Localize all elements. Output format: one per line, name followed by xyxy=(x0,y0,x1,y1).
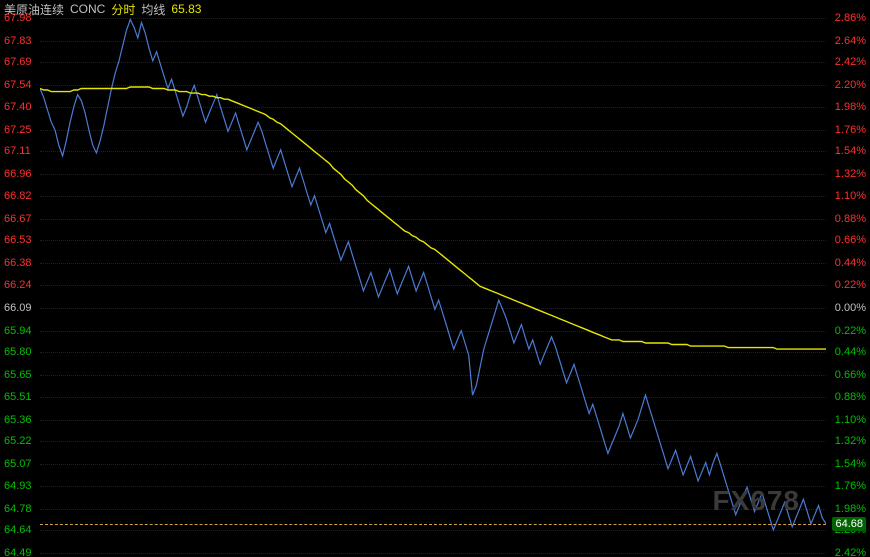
y-tick-pct: 2.64% xyxy=(835,35,866,47)
ma-value: 65.83 xyxy=(171,2,201,16)
y-tick-price: 67.40 xyxy=(4,101,32,113)
y-tick-pct: 1.32% xyxy=(835,168,866,180)
y-tick-price: 65.07 xyxy=(4,458,32,470)
y-tick-pct: 0.44% xyxy=(835,346,866,358)
y-tick-pct: 2.42% xyxy=(835,547,866,557)
y-tick-pct: 1.76% xyxy=(835,480,866,492)
plot-area xyxy=(40,18,826,553)
gridline xyxy=(40,553,826,554)
y-tick-price: 67.25 xyxy=(4,124,32,136)
last-price-badge: 64.68 xyxy=(832,517,866,531)
moving-average-line xyxy=(40,87,826,349)
y-tick-pct: 1.10% xyxy=(835,190,866,202)
watermark: FX678 xyxy=(713,485,801,517)
y-tick-price: 66.24 xyxy=(4,279,32,291)
y-tick-price: 67.11 xyxy=(4,145,31,157)
y-tick-pct: 0.66% xyxy=(835,234,866,246)
y-tick-pct: 0.66% xyxy=(835,369,866,381)
y-tick-pct: 0.88% xyxy=(835,391,866,403)
y-tick-price: 65.22 xyxy=(4,435,32,447)
y-tick-price: 67.98 xyxy=(4,12,32,24)
y-tick-price: 65.65 xyxy=(4,369,32,381)
y-tick-pct: 1.10% xyxy=(835,414,866,426)
y-tick-price: 66.82 xyxy=(4,190,32,202)
y-tick-pct: 0.88% xyxy=(835,213,866,225)
y-tick-pct: 1.98% xyxy=(835,503,866,515)
y-tick-pct: 0.00% xyxy=(835,302,866,314)
y-tick-price: 66.09 xyxy=(4,302,32,314)
y-tick-price: 65.80 xyxy=(4,346,32,358)
price-line xyxy=(40,20,826,531)
y-tick-price: 64.78 xyxy=(4,503,32,515)
chart-container: 美原油连续 CONC 分时 均线 65.83 67.9867.8367.6967… xyxy=(0,0,870,557)
y-tick-pct: 1.54% xyxy=(835,145,866,157)
y-tick-price: 64.64 xyxy=(4,524,32,536)
y-tick-price: 65.51 xyxy=(4,391,32,403)
symbol-code: CONC xyxy=(70,2,105,16)
y-tick-price: 66.67 xyxy=(4,213,32,225)
y-tick-price: 64.93 xyxy=(4,480,32,492)
y-tick-pct: 1.54% xyxy=(835,458,866,470)
y-tick-price: 67.69 xyxy=(4,56,32,68)
y-tick-pct: 2.20% xyxy=(835,79,866,91)
y-tick-price: 66.96 xyxy=(4,168,32,180)
y-tick-price: 65.94 xyxy=(4,325,32,337)
y-tick-price: 67.83 xyxy=(4,35,32,47)
y-tick-pct: 2.42% xyxy=(835,56,866,68)
y-tick-price: 64.49 xyxy=(4,547,32,557)
y-tick-price: 66.38 xyxy=(4,257,32,269)
y-tick-pct: 2.86% xyxy=(835,12,866,24)
y-tick-pct: 1.32% xyxy=(835,435,866,447)
y-tick-pct: 0.22% xyxy=(835,279,866,291)
y-tick-pct: 0.22% xyxy=(835,325,866,337)
y-tick-pct: 1.98% xyxy=(835,101,866,113)
interval-label: 分时 xyxy=(111,1,135,18)
y-tick-pct: 1.76% xyxy=(835,124,866,136)
y-tick-pct: 0.44% xyxy=(835,257,866,269)
last-price-line xyxy=(40,524,826,525)
y-tick-price: 65.36 xyxy=(4,414,32,426)
y-tick-price: 67.54 xyxy=(4,79,32,91)
ma-label: 均线 xyxy=(141,1,165,18)
y-tick-price: 66.53 xyxy=(4,234,32,246)
